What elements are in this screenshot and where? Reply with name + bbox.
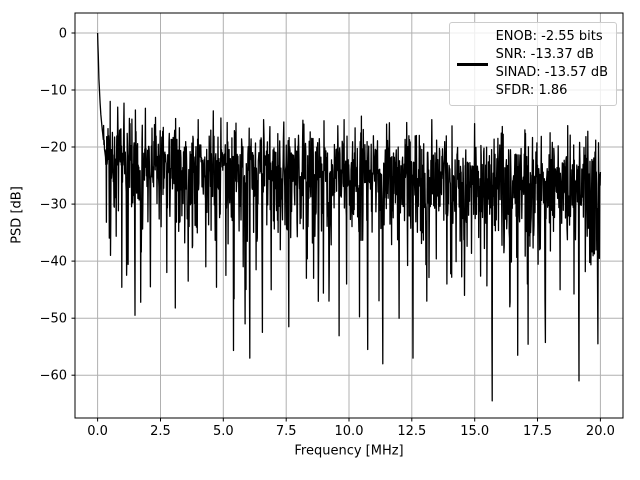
x-tick-label: 15.0 <box>460 424 489 439</box>
legend-text-block: ENOB: -2.55 bits SNR: -13.37 dB SINAD: -… <box>496 28 608 100</box>
x-tick-label: 17.5 <box>523 424 552 439</box>
x-tick-label: 0.0 <box>87 424 108 439</box>
x-tick-label: 5.0 <box>213 424 234 439</box>
y-tick-label: 0 <box>59 27 67 42</box>
y-tick-label: −40 <box>40 255 67 270</box>
y-tick-label: −20 <box>40 141 67 156</box>
y-tick-label: −60 <box>40 369 67 384</box>
legend-line-sample-icon <box>456 62 488 66</box>
x-tick-label: 12.5 <box>397 424 426 439</box>
x-tick-label: 7.5 <box>276 424 297 439</box>
x-axis-label: Frequency [MHz] <box>294 443 404 459</box>
legend-enob: ENOB: -2.55 bits <box>495 29 603 44</box>
x-tick-label: 10.0 <box>335 424 364 439</box>
y-tick-label: −10 <box>40 84 67 99</box>
legend-sfdr: SFDR: 1.86 <box>495 83 568 98</box>
x-tick-label: 20.0 <box>586 424 615 439</box>
legend-snr: SNR: -13.37 dB <box>495 47 594 62</box>
legend: ENOB: -2.55 bits SNR: -13.37 dB SINAD: -… <box>448 22 617 106</box>
legend-sinad: SINAD: -13.57 dB <box>495 65 608 80</box>
tick-labels: 0.0 2.5 5.0 7.5 10.0 12.5 15.0 17.5 20.0 0 −10 −20 −… <box>40 27 615 439</box>
y-axis-label: PSD [dB] <box>9 186 25 244</box>
tick-marks <box>71 32 601 422</box>
x-tick-label: 2.5 <box>150 424 171 439</box>
y-tick-label: −50 <box>40 312 67 327</box>
y-tick-label: −30 <box>40 198 67 213</box>
psd-trace <box>96 32 602 402</box>
